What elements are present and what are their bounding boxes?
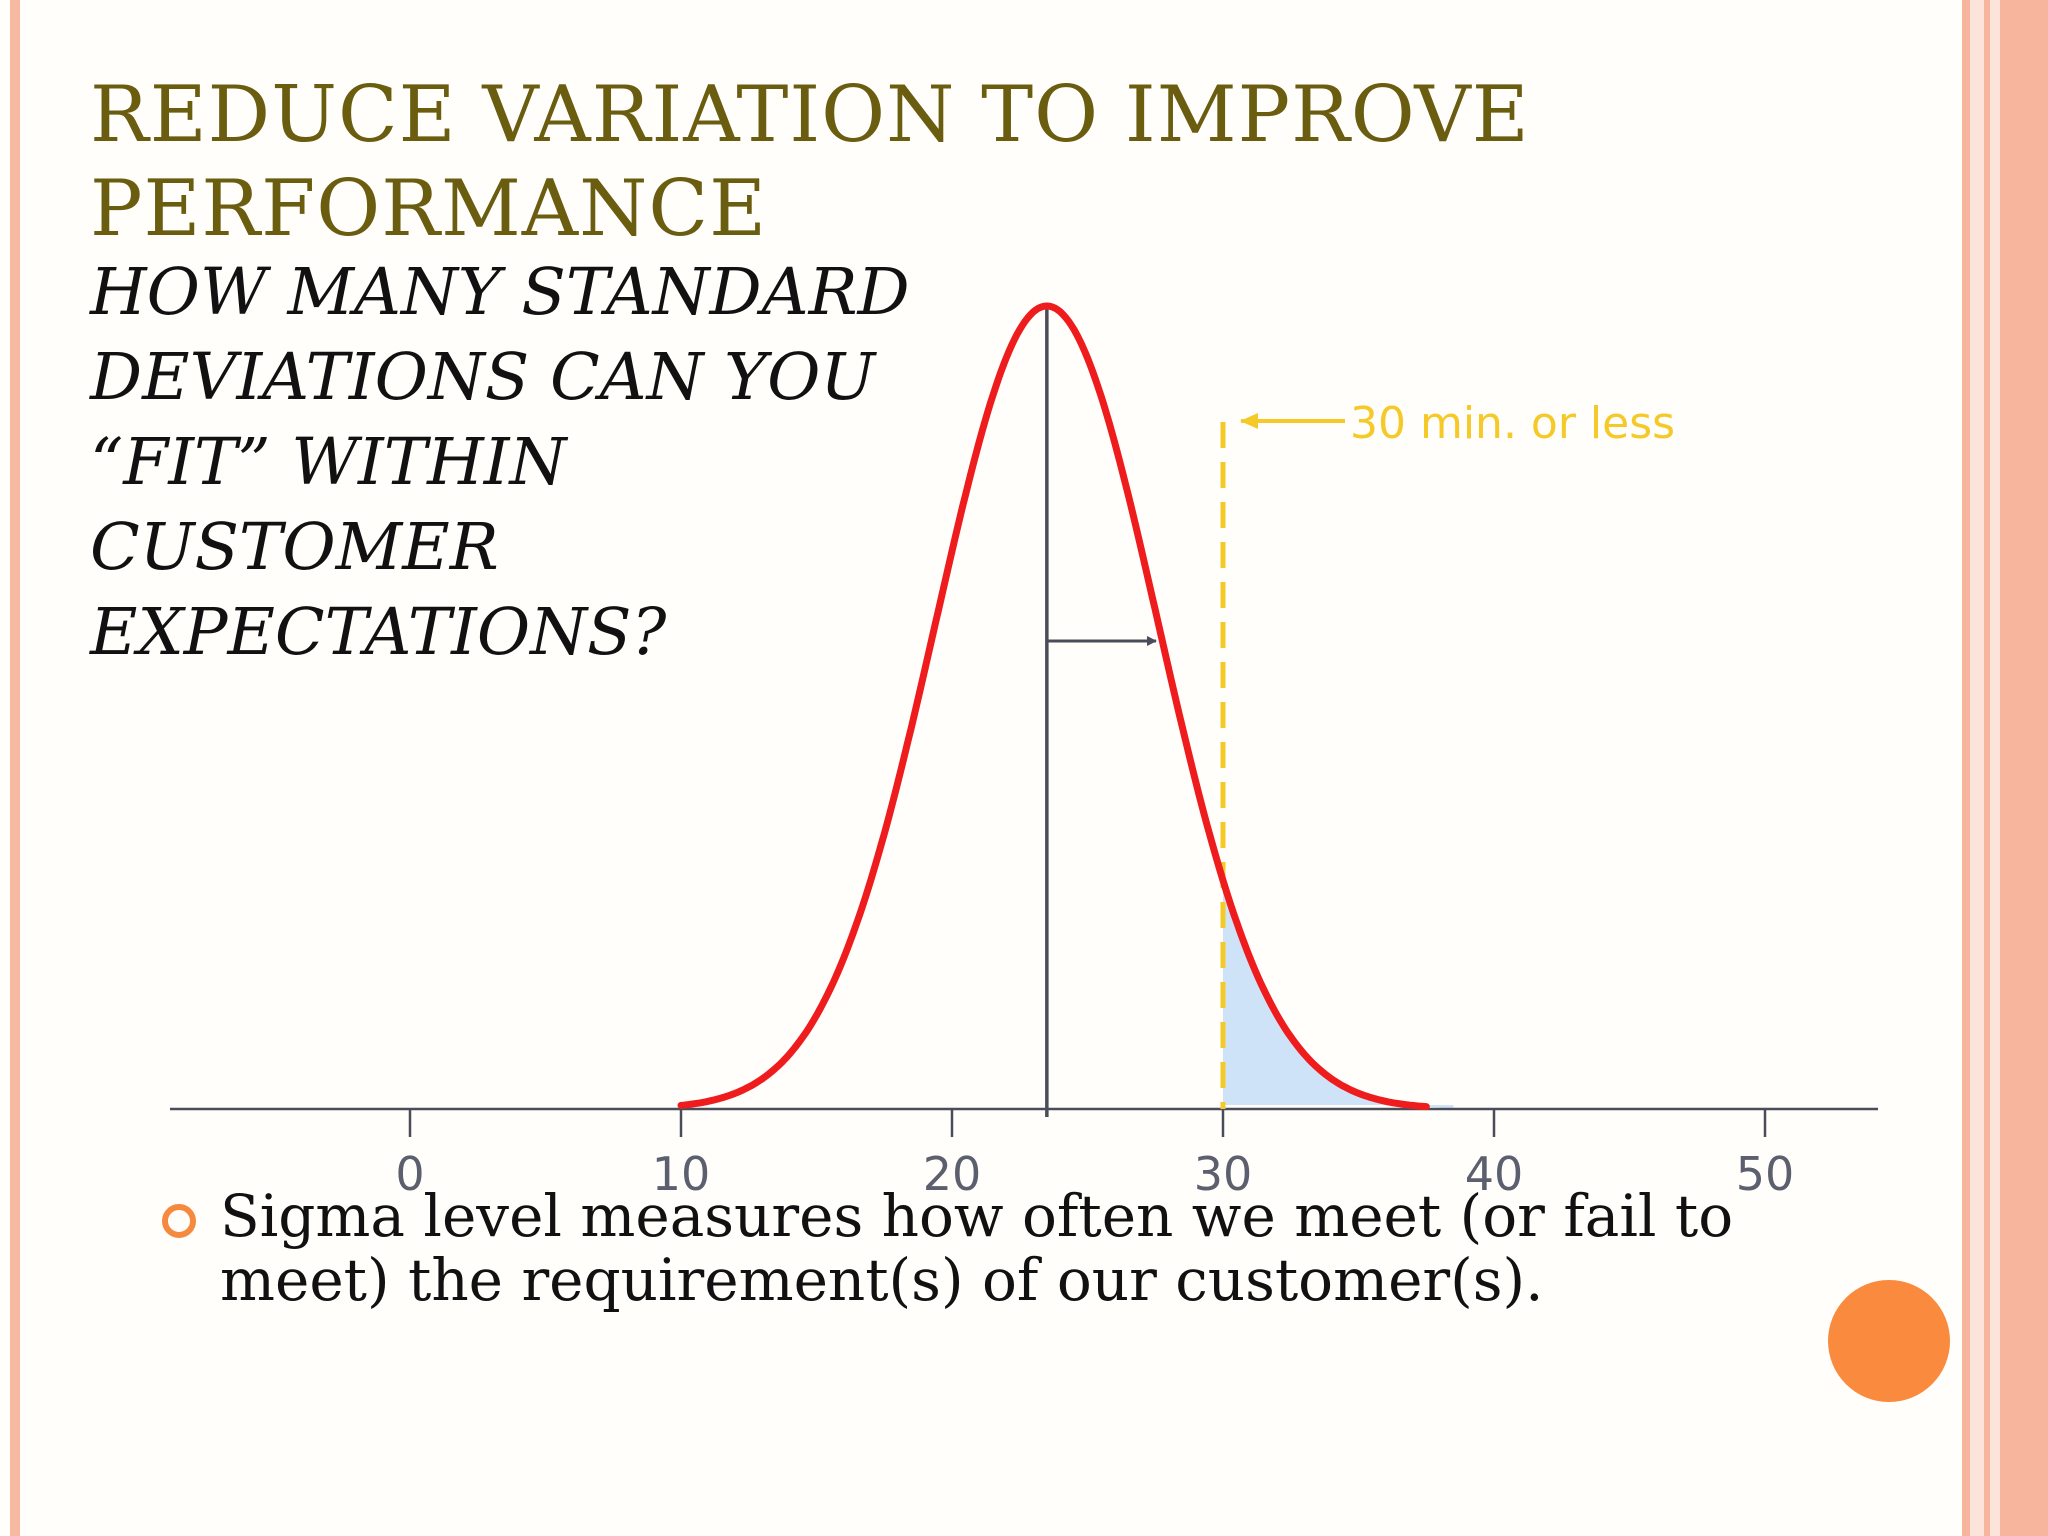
slide-subtitle: HOW MANY STANDARD DEVIATIONS CAN YOU “FI…: [90, 255, 910, 670]
bullet-marker-icon: [162, 1204, 196, 1238]
left-border-rule: [10, 0, 20, 1536]
normal-curve: [677, 302, 1430, 1111]
spec-limit-label: 30 min. or less: [1350, 398, 1675, 449]
x-tick-label: 40: [1465, 1147, 1524, 1201]
slide-title: REDUCE VARIATION TO IMPROVE PERFORMANCE: [90, 70, 1530, 254]
x-tick-label: 50: [1736, 1147, 1795, 1201]
x-tick-label: 30: [1194, 1147, 1253, 1201]
bullet-text: Sigma level measures how often we meet (…: [220, 1182, 1734, 1314]
right-border-stripe-1: [1962, 0, 1970, 1536]
x-tick-label: 10: [652, 1147, 711, 1201]
shaded-tail-area: [1223, 880, 1454, 1108]
right-border-stripe-2: [1984, 0, 1990, 1536]
x-tick-label: 0: [395, 1147, 424, 1201]
x-tick-label: 20: [923, 1147, 982, 1201]
decorative-orange-circle: [1828, 1280, 1950, 1402]
right-border-stripe-3: [2000, 0, 2048, 1536]
